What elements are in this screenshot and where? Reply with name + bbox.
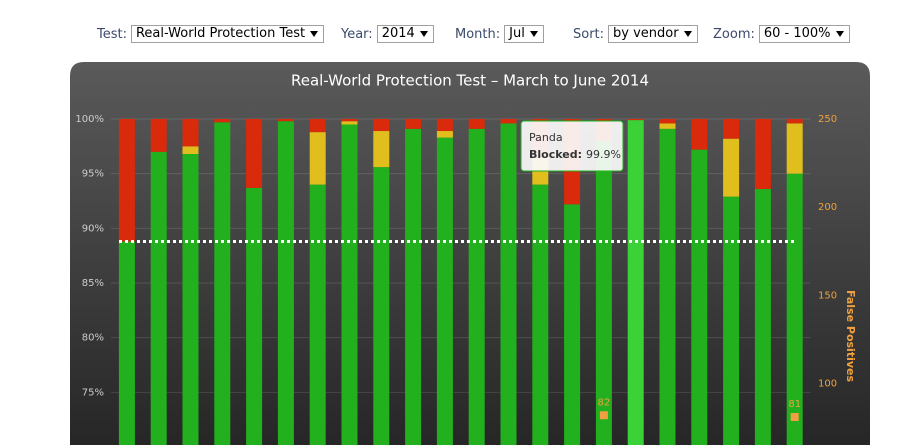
bar-segment — [723, 138, 740, 197]
y2-tick-label: 200 — [818, 202, 837, 213]
bar-segment — [564, 204, 581, 445]
bar-segment — [659, 128, 676, 445]
bar-segment — [754, 119, 771, 189]
y-tick-label: 85% — [82, 278, 104, 289]
fp-label: 81 — [788, 399, 801, 410]
control-label: Month: — [455, 26, 501, 42]
bar-segment — [246, 187, 263, 445]
y2-axis-label: False Positives — [844, 290, 857, 382]
control: Test: Real-World Protection Test — [97, 25, 325, 43]
fp-point — [599, 411, 608, 420]
select[interactable]: 60 - 100% — [758, 25, 850, 43]
control: Month: Jul — [455, 25, 544, 43]
control-label: Test: — [97, 26, 127, 42]
bar-segment — [468, 128, 485, 445]
bar-segment — [786, 119, 803, 124]
bar-segment — [436, 137, 453, 445]
y-tick-label: 75% — [82, 387, 104, 398]
y-tick-label: 90% — [82, 223, 104, 234]
y2-tick-label: 100 — [818, 379, 837, 390]
bar-segment — [723, 196, 740, 445]
bar-segment — [214, 122, 231, 445]
bar-segment — [659, 119, 676, 124]
bar-segment — [627, 120, 644, 445]
bar-segment — [182, 153, 199, 445]
control: Sort: by vendor — [573, 25, 698, 43]
tooltip: Panda Blocked: 99.9% — [520, 120, 624, 172]
control-label: Zoom: — [713, 26, 755, 42]
bar-segment — [246, 119, 263, 188]
bar-segment — [150, 151, 167, 445]
chart-title: Real-World Protection Test – March to Ju… — [291, 72, 649, 90]
bar-segment — [277, 119, 294, 122]
bar-segment — [277, 121, 294, 445]
bar-segment — [150, 119, 167, 152]
tooltip-title: Panda — [529, 131, 563, 144]
bar-segment — [182, 146, 199, 154]
bar-segment — [118, 241, 135, 445]
bar-segment — [691, 149, 708, 445]
bar-segment — [786, 123, 803, 174]
control-label: Sort: — [573, 26, 605, 42]
bar-segment — [786, 173, 803, 445]
tooltip-box — [520, 120, 624, 172]
y-tick-label: 80% — [82, 333, 104, 344]
bar-segment — [627, 119, 644, 121]
bar-segment — [405, 119, 422, 129]
tooltip-line: Blocked: 99.9% — [529, 148, 621, 161]
y-tick-label: 100% — [75, 114, 104, 125]
bar-segment — [468, 119, 485, 129]
bar-segment — [373, 119, 390, 132]
tooltip-value: 99.9% — [586, 148, 621, 161]
bar-segment — [436, 131, 453, 138]
bar-segment — [341, 124, 358, 445]
bar-segment — [214, 119, 231, 123]
bar-segment — [532, 184, 549, 445]
bar-segment — [373, 167, 390, 445]
bar-segment — [309, 119, 326, 133]
bar-segment — [723, 119, 740, 139]
select[interactable]: Real-World Protection Test — [130, 25, 325, 43]
bar-segment — [436, 119, 453, 132]
bar-segment — [309, 132, 326, 185]
select[interactable]: 2014 — [376, 25, 434, 43]
bar-segment — [373, 131, 390, 168]
control-label: Year: — [341, 26, 373, 42]
bar-segment — [405, 128, 422, 445]
bar-segment — [309, 184, 326, 445]
y2-tick-label: 150 — [818, 290, 837, 301]
bar-segment — [500, 119, 517, 124]
y-tick-label: 95% — [82, 169, 104, 180]
bar-segment — [595, 140, 612, 445]
bar-segment — [659, 123, 676, 129]
bar-segment — [182, 119, 199, 147]
bar-segment — [118, 119, 135, 242]
bar-segment — [500, 123, 517, 445]
bar-segment — [341, 119, 358, 122]
fp-point — [790, 413, 799, 422]
select[interactable]: Jul — [504, 25, 544, 43]
control: Zoom: 60 - 100% — [713, 25, 850, 43]
bar-segment — [754, 188, 771, 445]
bar-segment — [691, 119, 708, 150]
y2-tick-label: 250 — [818, 114, 837, 125]
tooltip-label: Blocked: — [529, 148, 582, 161]
select[interactable]: by vendor — [608, 25, 698, 43]
fp-label: 82 — [598, 397, 611, 408]
bar-segment — [341, 121, 358, 125]
control: Year: 2014 — [341, 25, 434, 43]
